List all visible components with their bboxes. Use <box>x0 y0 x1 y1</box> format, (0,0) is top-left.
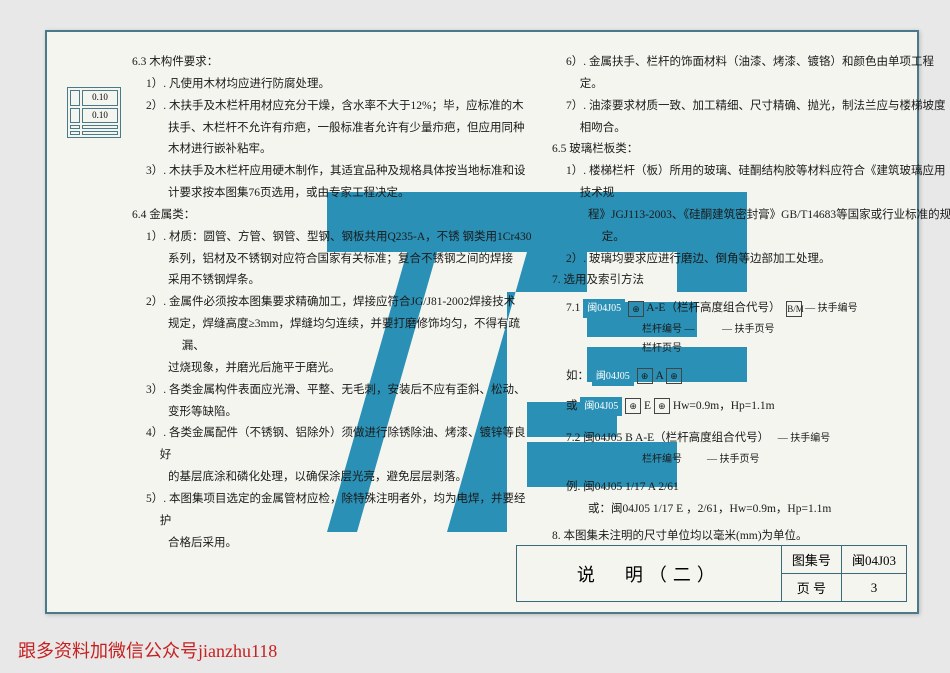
label: A-E（栏杆高度组合代号） <box>646 302 780 314</box>
heading-6-5: 6.5 玻璃栏板类： <box>552 139 950 161</box>
label: 或 <box>566 400 578 412</box>
para: 1）. 凡使用木材均应进行防腐处理。 <box>146 74 532 96</box>
label: 页 号 <box>781 574 841 602</box>
para: 2）. 金属件必须按本图集要求精确加工，焊接应符合JG/J81-2002焊接技术 <box>146 292 532 314</box>
drawing-title: 说 明（二） <box>516 546 781 602</box>
para: 2）. 玻璃均要求应进行磨边、倒角等边部加工处理。 <box>566 249 950 271</box>
side-revision-table: 0.10 0.10 <box>67 87 121 138</box>
index-example-1: 7.1 闽04J05 ⊕ A-E（栏杆高度组合代号） B/M — 扶手编号 <box>566 298 950 320</box>
index-example-3: 或 闽04J05 ⊕ E ⊕ Hw=0.9m，Hp=1.1m <box>566 396 950 418</box>
cell: 0.10 <box>82 108 118 124</box>
para: 例. 闽04J05 1/17 A 2/61 <box>566 477 950 499</box>
sub-label: 栏杆编号 — 扶手页号 <box>642 450 950 469</box>
para: 3）. 木扶手及木栏杆应用硬木制作，其适宜品种及规格具体按当地标准和设 <box>146 161 532 183</box>
cell <box>82 125 118 129</box>
label: 图集号 <box>781 546 841 574</box>
label: 7.1 <box>566 302 580 314</box>
para: 4）. 各类金属配件（不锈钢、铝除外）须做进行除锈除油、烤漆、镀锌等良好 <box>146 423 532 467</box>
symbol: ⊕ <box>654 398 670 414</box>
para: 规定，焊缝高度≥3mm，焊缝均匀连续，并要打磨修饰均匀，不得有疏漏、 <box>168 314 532 358</box>
index-example-2: 如： 闽04J05 ⊕ A ⊕ <box>566 366 950 388</box>
label: E <box>644 400 651 412</box>
symbol: ⊕ <box>637 368 653 384</box>
para: 5）. 本图集项目选定的金属管材应检，除特殊注明者外，均为电焊，并要经护 <box>146 489 532 533</box>
value: 3 <box>841 574 906 602</box>
value: 闽04J03 <box>841 546 906 574</box>
title-block: 说 明（二） 图集号 闽04J03 页 号 3 <box>516 545 907 602</box>
para: 7）. 油漆要求材质一致、加工精细、尺寸精确、抛光，制法兰应与楼梯坡度相吻合。 <box>566 96 950 140</box>
heading-6-4: 6.4 金属类： <box>132 205 532 227</box>
para: 系列，铝材及不锈钢对应符合国家有关标准；复合不锈钢之间的焊接 <box>168 249 532 271</box>
cell <box>82 131 118 135</box>
footer-watermark-text: 跟多资料加微信公众号jianzhu118 <box>18 637 277 663</box>
symbol: ⊕ <box>666 368 682 384</box>
para: 计要求按本图集76页选用，或由专家工程决定。 <box>168 183 532 205</box>
symbol: ⊕ <box>628 301 644 317</box>
symbol: ⊕ <box>625 398 641 414</box>
para: 采用不锈钢焊条。 <box>168 270 532 292</box>
cell <box>70 125 80 129</box>
para: 3）. 各类金属构件表面应光滑、平整、无毛刺，安装后不应有歪斜、松动、 <box>146 380 532 402</box>
body-text: 6.3 木构件要求： 1）. 凡使用木材均应进行防腐处理。 2）. 木扶手及木栏… <box>132 52 897 552</box>
right-column: 6）. 金属扶手、栏杆的饰面材料（油漆、烤漆、镀铬）和颜色由单项工程定。 7）.… <box>552 52 950 548</box>
document-page: 0.10 0.10 6.3 木构件要求： 1）. 凡使用木材均应进行防腐处理。 … <box>45 30 919 614</box>
cell: 0.10 <box>82 90 118 106</box>
label: 如： <box>566 370 589 382</box>
para: 的基层底涂和磷化处理，以确保涂层光亮，避免层层剥落。 <box>168 467 532 489</box>
para: 6）. 金属扶手、栏杆的饰面材料（油漆、烤漆、镀铬）和颜色由单项工程定。 <box>566 52 950 96</box>
para: 1）. 材质：圆管、方管、钢管、型钢、钢板共用Q235-A，不锈 钢类用1Cr4… <box>146 227 532 249</box>
cell <box>70 90 80 106</box>
index-example-4: 7.2 闽04J05 B A-E（栏杆高度组合代号） — 扶手编号 <box>566 428 950 450</box>
sub-label: 栏杆编号 — — 扶手页号 <box>642 320 950 339</box>
left-column: 6.3 木构件要求： 1）. 凡使用木材均应进行防腐处理。 2）. 木扶手及木栏… <box>132 52 532 554</box>
code-box: 闽04J05 <box>583 299 625 318</box>
sub-label: 栏杆页号 <box>642 339 950 358</box>
para: 程》JGJ113-2003、《硅酮建筑密封膏》GB/T14683等国家或行业标准… <box>588 205 950 249</box>
code-box: 闽04J05 <box>580 397 622 416</box>
heading-6-3: 6.3 木构件要求： <box>132 52 532 74</box>
para: 或：闽04J05 1/17 E ，2/61，Hw=0.9m，Hp=1.1m <box>588 499 950 521</box>
para: 过烧现象，并磨光后施平于磨光。 <box>168 358 532 380</box>
label: 扶手编号 <box>818 303 858 314</box>
para: 变形等缺陷。 <box>168 402 532 424</box>
label: 7.2 闽04J05 B A-E（栏杆高度组合代号） <box>566 432 769 444</box>
para: 1）. 楼梯栏杆（板）所用的玻璃、硅酮结构胶等材料应符合《建筑玻璃应用技术规 <box>566 161 950 205</box>
code-box: 闽04J05 <box>592 367 634 386</box>
cell <box>70 131 80 135</box>
heading-7: 7. 选用及索引方法 <box>552 270 950 292</box>
para: 扶手、木栏杆不允许有疖疤，一般标准者允许有少量疖疤，但应用同种 <box>168 118 532 140</box>
cell <box>70 108 80 124</box>
label: A <box>656 370 664 382</box>
label: Hw=0.9m，Hp=1.1m <box>673 400 775 412</box>
para: 木材进行嵌补粘牢。 <box>168 139 532 161</box>
symbol: B/M <box>786 301 802 317</box>
para: 2）. 木扶手及木栏杆用材应充分干燥，含水率不大于12%；毕，应标准的木 <box>146 96 532 118</box>
para: 合格后采用。 <box>168 533 532 555</box>
